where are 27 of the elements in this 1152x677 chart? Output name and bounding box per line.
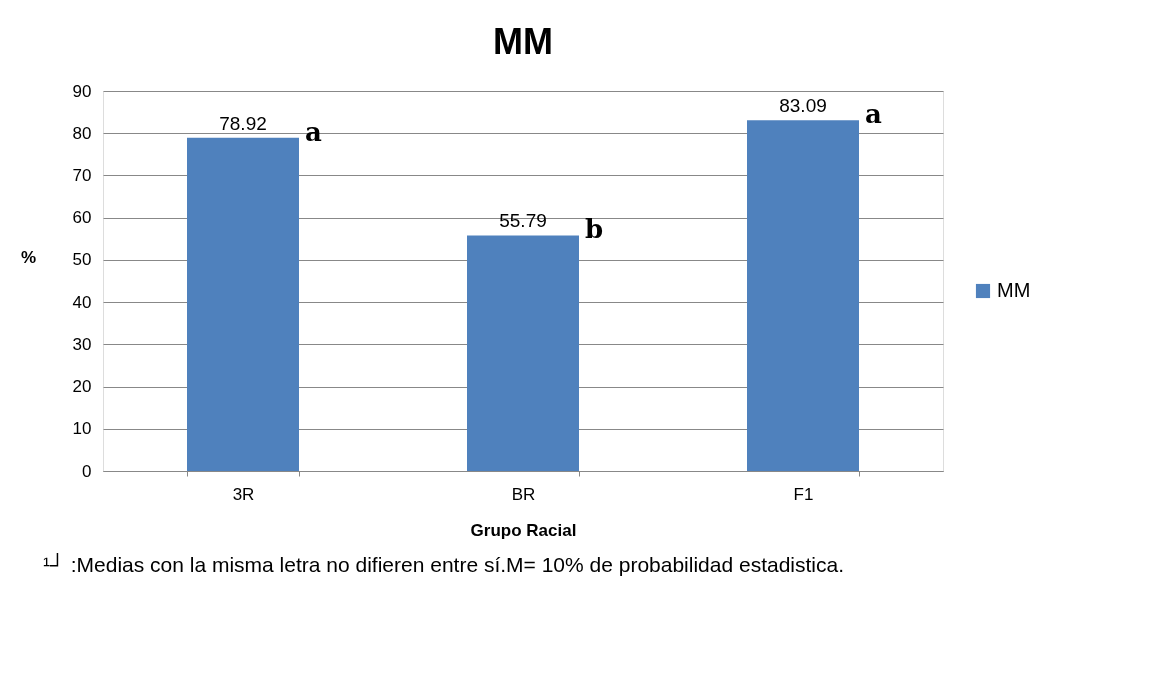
annotation: a xyxy=(865,99,882,130)
y-tick-label: 50 xyxy=(72,250,92,270)
x-tick-label: F1 xyxy=(793,484,814,504)
y-tick-label: 20 xyxy=(72,377,92,397)
y-tick-label: 80 xyxy=(72,123,92,143)
y-tick-label: 40 xyxy=(72,292,92,312)
text: ¹┘ :Medias con la misma letra no difieren entre sí.M= 10% de probabilidad estadistica. xyxy=(43,552,845,576)
data-label: 83.09 xyxy=(779,95,827,117)
y-tick-label: 60 xyxy=(72,208,92,228)
x-tick-label: 3R xyxy=(232,484,255,504)
y-tick-label: 10 xyxy=(72,419,92,439)
annotation: b xyxy=(585,214,604,245)
bar xyxy=(747,120,859,471)
x-axis-title: Grupo Racial xyxy=(470,520,577,540)
y-tick-label: 30 xyxy=(72,334,92,354)
annotation: a xyxy=(305,116,322,147)
y-tick-label: 70 xyxy=(72,165,92,185)
bar xyxy=(467,235,579,471)
y-tick-label: 0 xyxy=(82,461,92,481)
data-label: 55.79 xyxy=(499,210,547,232)
x-tick-label: BR xyxy=(511,484,536,504)
bar xyxy=(187,137,299,471)
chart-title: MM xyxy=(493,21,553,62)
y-axis-title: % xyxy=(20,247,37,267)
y-tick-label: 90 xyxy=(72,81,92,101)
data-label: 78.92 xyxy=(219,112,267,134)
legend-label: MM xyxy=(997,279,1031,301)
